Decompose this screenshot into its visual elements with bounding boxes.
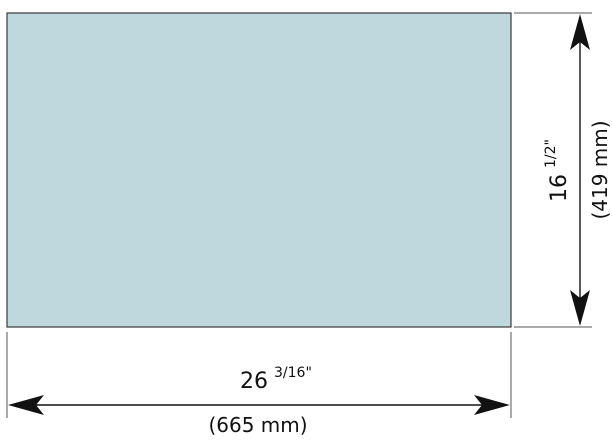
width-dimension-line (8, 395, 510, 415)
height-arrow-top-icon (570, 14, 590, 50)
height-metric: (419 mm) (588, 120, 612, 219)
width-label: 26 3/16" (665 mm) (208, 365, 311, 437)
width-metric: (665 mm) (208, 413, 307, 437)
height-arrow-bottom-icon (570, 290, 590, 326)
width-arrow-right-icon (474, 395, 510, 415)
panel-rectangle (6, 12, 512, 328)
width-fraction: 3/16" (274, 365, 312, 381)
width-arrow-left-icon (8, 395, 44, 415)
height-label-imperial: 16 1/2" (543, 139, 572, 202)
width-whole-number: 26 (240, 369, 268, 394)
height-dimension-line (570, 14, 590, 326)
height-whole-number: 16 (547, 174, 572, 202)
height-label-metric: (419 mm) (588, 120, 612, 219)
height-fraction: 1/2" (543, 139, 559, 168)
